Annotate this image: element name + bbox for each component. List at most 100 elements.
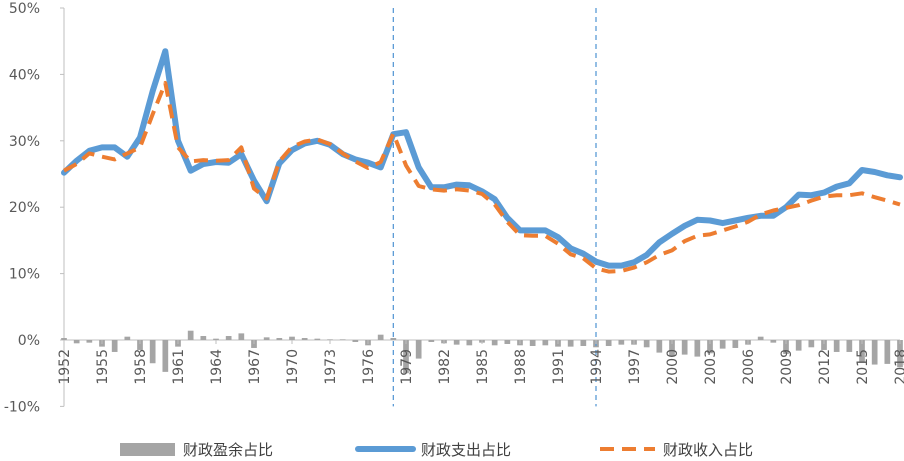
x-tick-label: 1961 bbox=[171, 349, 187, 385]
surplus-bar bbox=[225, 336, 232, 340]
x-tick-labels: 1952 1955 1958 1961 1964 1967 1970 1973 1976 1979… bbox=[57, 340, 904, 385]
surplus-bar bbox=[162, 340, 169, 372]
line-series-layer bbox=[61, 48, 903, 274]
surplus-bar bbox=[403, 340, 409, 374]
surplus-bar bbox=[770, 340, 777, 343]
x-tick-label: 1994 bbox=[589, 349, 605, 385]
y-tick-label: -10% bbox=[4, 399, 40, 415]
y-tick-label: 20% bbox=[9, 200, 40, 216]
x-tick-label: 1967 bbox=[247, 349, 263, 385]
surplus-bar bbox=[61, 338, 67, 340]
surplus-bar bbox=[783, 340, 789, 354]
surplus-bar bbox=[833, 340, 840, 352]
surplus-bar bbox=[377, 334, 384, 340]
x-tick-label: 2003 bbox=[703, 349, 719, 385]
bar-series-layer bbox=[61, 330, 903, 374]
x-tick-label: 1958 bbox=[133, 349, 149, 385]
surplus-bar bbox=[238, 333, 245, 340]
surplus-bar bbox=[821, 340, 827, 350]
surplus-bar bbox=[111, 340, 118, 352]
x-tick-label: 1997 bbox=[627, 349, 643, 385]
surplus-bar bbox=[428, 340, 435, 342]
y-tick-label: 0% bbox=[18, 333, 40, 349]
x-tick-label: 1976 bbox=[361, 349, 377, 385]
surplus-bar bbox=[289, 336, 295, 340]
surplus-bar bbox=[86, 340, 93, 343]
revenue-ratio-line bbox=[63, 81, 901, 274]
surplus-bar bbox=[200, 336, 207, 340]
surplus-bar bbox=[757, 336, 764, 340]
y-tick-label: 50% bbox=[9, 1, 40, 17]
x-tick-label: 2015 bbox=[855, 349, 871, 385]
surplus-bar bbox=[681, 340, 688, 355]
surplus-bar bbox=[301, 338, 308, 340]
legend-label: 财政支出占比 bbox=[421, 441, 511, 459]
x-tick-label: 1985 bbox=[475, 349, 491, 385]
x-tick-label: 1973 bbox=[323, 349, 339, 385]
x-tick-label: 2000 bbox=[665, 349, 681, 385]
surplus-bar bbox=[719, 340, 726, 349]
surplus-bar bbox=[529, 340, 536, 346]
surplus-bar bbox=[795, 340, 802, 351]
surplus-bar bbox=[352, 340, 359, 342]
y-tick-label: 30% bbox=[9, 134, 40, 150]
surplus-bar bbox=[859, 340, 865, 363]
surplus-bar bbox=[884, 340, 891, 364]
surplus-bar bbox=[707, 340, 713, 354]
reference-lines-layer bbox=[392, 8, 597, 407]
surplus-bar bbox=[149, 340, 156, 364]
surplus-bar bbox=[263, 337, 270, 340]
y-tick-label: 40% bbox=[9, 67, 40, 83]
x-tick-label: 1982 bbox=[437, 349, 453, 385]
surplus-bar bbox=[656, 340, 663, 353]
surplus-bar bbox=[491, 340, 498, 346]
expenditure-ratio-line bbox=[61, 48, 903, 269]
surplus-bar bbox=[327, 339, 333, 340]
surplus-bar bbox=[187, 330, 194, 340]
x-tick-label: 2018 bbox=[893, 349, 904, 385]
surplus-bar bbox=[808, 340, 815, 348]
surplus-bar bbox=[618, 340, 625, 345]
x-tick-label: 2009 bbox=[779, 349, 795, 385]
x-tick-label: 1988 bbox=[513, 349, 529, 385]
surplus-bar bbox=[213, 338, 219, 340]
surplus-bar bbox=[871, 340, 878, 365]
surplus-bar bbox=[415, 340, 422, 359]
surplus-bar bbox=[314, 338, 321, 340]
surplus-bar bbox=[694, 340, 701, 357]
y-axis-line-layer bbox=[60, 7, 900, 407]
surplus-bar bbox=[466, 340, 473, 346]
legend-swatch-surplus bbox=[120, 443, 175, 456]
surplus-bar bbox=[542, 340, 549, 346]
surplus-bar bbox=[124, 336, 131, 340]
surplus-bar bbox=[580, 340, 587, 346]
surplus-bar bbox=[732, 340, 739, 348]
y-tick-label: 10% bbox=[9, 267, 40, 283]
surplus-bar bbox=[567, 340, 574, 347]
surplus-bar bbox=[504, 340, 511, 344]
surplus-bar bbox=[339, 339, 346, 340]
surplus-bar bbox=[73, 340, 80, 344]
surplus-bar bbox=[643, 340, 650, 348]
surplus-bar bbox=[453, 340, 460, 345]
surplus-bar bbox=[669, 340, 675, 357]
x-tick-label: 2006 bbox=[741, 349, 757, 385]
legend-label: 财政收入占比 bbox=[663, 441, 753, 459]
surplus-bar bbox=[137, 340, 143, 350]
x-tick-label: 1979 bbox=[399, 349, 415, 385]
surplus-bar bbox=[897, 340, 903, 368]
y-tick-labels: 50% 40% 30% 20% 10% 0% -10% bbox=[4, 1, 40, 415]
surplus-bar bbox=[605, 340, 612, 346]
x-tick-label: 1991 bbox=[551, 349, 567, 385]
x-tick-label: 1955 bbox=[95, 349, 111, 385]
x-tick-label: 2012 bbox=[817, 349, 833, 385]
x-tick-label: 1964 bbox=[209, 349, 225, 385]
x-tick-label: 1952 bbox=[57, 349, 73, 385]
surplus-bar bbox=[276, 338, 283, 340]
legend-label: 财政盈余占比 bbox=[183, 441, 273, 459]
surplus-bar bbox=[390, 338, 397, 340]
legend: 财政盈余占比 财政支出占比 财政收入占比 bbox=[120, 441, 753, 459]
x-tick-label: 1970 bbox=[285, 349, 301, 385]
surplus-bar bbox=[846, 340, 853, 352]
